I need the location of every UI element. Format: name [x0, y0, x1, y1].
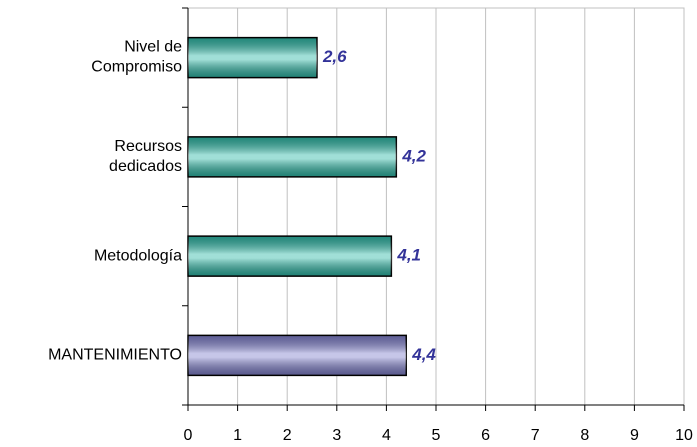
x-tick-label: 0 [184, 427, 193, 444]
y-tick-label: Recursos dedicados [105, 138, 182, 175]
bar [187, 36, 318, 79]
x-tick-label: 9 [630, 427, 639, 444]
value-label: 4,1 [396, 246, 421, 265]
x-tick-label: 1 [233, 427, 242, 444]
x-tick-label: 7 [531, 427, 540, 444]
y-tick-label: Nivel de Compromiso [87, 39, 182, 76]
bar [187, 334, 407, 377]
x-tick-label: 10 [675, 427, 693, 444]
x-tick-label: 4 [382, 427, 391, 444]
x-tick-label: 8 [580, 427, 589, 444]
value-label: 4,4 [411, 345, 436, 364]
x-tick-label: 6 [481, 427, 490, 444]
x-tick-label: 3 [332, 427, 341, 444]
value-label: 2,6 [322, 47, 347, 66]
bar [187, 136, 398, 178]
bar [187, 235, 393, 277]
value-label: 4,2 [401, 146, 426, 165]
x-tick-label: 5 [432, 427, 441, 444]
x-tick-label: 2 [283, 427, 292, 444]
y-tick-label: Metodología [94, 247, 182, 264]
y-tick-label: MANTENIMIENTO [48, 347, 182, 364]
